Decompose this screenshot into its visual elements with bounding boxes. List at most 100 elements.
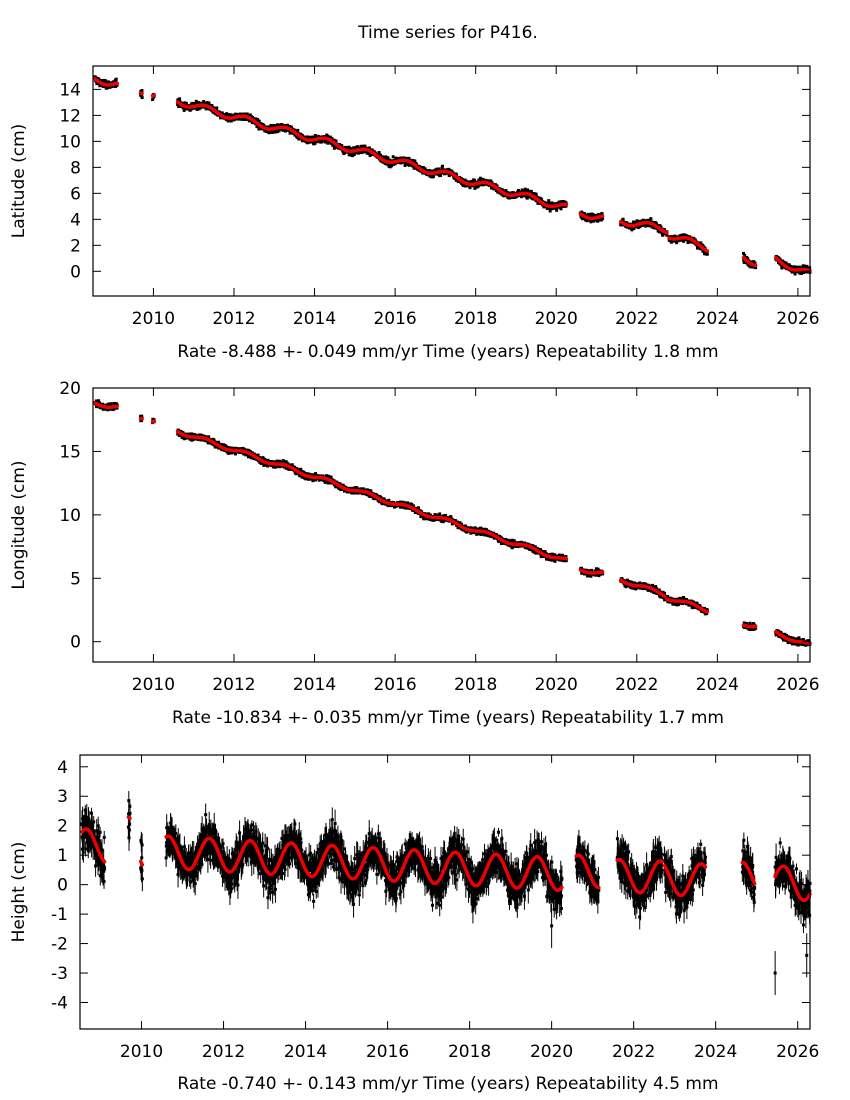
data-point (649, 217, 653, 221)
fit-line (667, 236, 710, 253)
data-point (110, 85, 114, 89)
data-point (440, 166, 444, 170)
fit-line (741, 255, 758, 268)
data-point (353, 491, 357, 495)
data-point (423, 167, 427, 171)
data-point (368, 154, 372, 158)
data-point (299, 467, 303, 471)
data-point (256, 117, 260, 121)
y-tick-label: 0 (70, 262, 81, 282)
data-point (625, 221, 629, 225)
data-point (399, 500, 403, 504)
data-point (427, 512, 431, 516)
data-point (705, 252, 709, 256)
data-point (560, 200, 564, 204)
data-point (273, 130, 277, 134)
data-point (641, 223, 645, 227)
data-point (630, 228, 634, 232)
data-point (210, 103, 214, 107)
data-point (648, 218, 652, 222)
latitude-panel: 2010 2012 2014 2016 2018 2020 2022 2024 20260246… (9, 65, 820, 362)
data-point (340, 144, 344, 148)
data-point (190, 432, 194, 436)
data-point (529, 189, 533, 193)
x-tick-label: 2010 (132, 309, 175, 329)
data-point (592, 219, 596, 223)
data-point (559, 207, 563, 211)
data-point (600, 212, 604, 216)
data-point (413, 159, 417, 163)
y-tick-label: 14 (59, 80, 81, 100)
data-point (479, 176, 483, 180)
data-point (438, 173, 442, 177)
data-point (194, 99, 198, 103)
data-point (444, 514, 448, 518)
data-point (140, 96, 144, 100)
data-point (233, 452, 237, 456)
data-point (115, 83, 119, 87)
data-point (403, 501, 407, 505)
data-point (97, 399, 101, 403)
data-point (227, 446, 231, 450)
data-point (196, 438, 200, 442)
data-point (403, 163, 407, 167)
data-point (334, 139, 338, 143)
data-point (589, 220, 593, 224)
data-point (387, 498, 391, 502)
data-point (526, 195, 530, 199)
data-point (746, 257, 750, 261)
data-point (190, 101, 194, 105)
fit-line (618, 219, 669, 235)
data-point (780, 266, 784, 270)
data-point (331, 143, 335, 147)
data-point (601, 216, 605, 220)
data-point (219, 443, 223, 447)
data-point (355, 486, 359, 490)
data-point (675, 241, 679, 245)
data-point (281, 459, 285, 463)
data-point (534, 194, 538, 198)
data-point (270, 130, 274, 134)
data-point (227, 113, 231, 117)
data-point (151, 98, 155, 102)
y-tick-label: 6 (70, 184, 81, 204)
data-point (407, 156, 411, 160)
data-point (368, 495, 372, 499)
fit-line (175, 100, 569, 209)
data-point (108, 402, 112, 406)
data-point (315, 140, 319, 144)
data-point (440, 164, 444, 168)
data-point (288, 131, 292, 135)
data-point (384, 155, 388, 159)
data-point (686, 241, 690, 245)
data-point (456, 526, 460, 530)
data-point (183, 436, 187, 440)
data-point (453, 519, 457, 523)
data-point (370, 148, 374, 152)
data-point (178, 97, 182, 101)
data-point (550, 201, 554, 205)
data-point (440, 519, 444, 523)
data-point (369, 489, 373, 493)
data-point (304, 477, 308, 481)
data-point (805, 264, 809, 268)
data-point (113, 401, 117, 405)
data-point (464, 524, 468, 528)
data-point (347, 153, 351, 157)
x-tick-label: 2024 (696, 309, 739, 329)
data-point (248, 450, 252, 454)
data-point (105, 86, 109, 90)
data-point (215, 106, 219, 110)
data-point (198, 106, 202, 110)
data-point (449, 515, 453, 519)
data-point (782, 261, 786, 265)
data-point (742, 251, 746, 255)
data-point (224, 445, 228, 449)
data-point (266, 458, 270, 462)
data-point (638, 225, 642, 229)
data-point (140, 414, 144, 418)
data-point (636, 226, 640, 230)
rate-text: Rate -8.488 +- 0.049 mm/yr (177, 342, 423, 362)
data-point (632, 220, 636, 224)
